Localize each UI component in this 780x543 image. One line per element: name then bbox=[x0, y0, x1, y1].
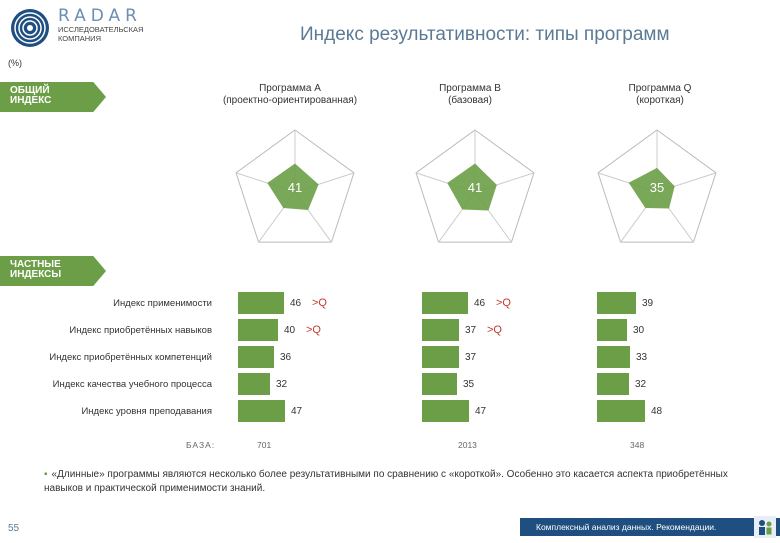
base-value-q: 348 bbox=[630, 440, 645, 450]
comparison-mark-1: >Q bbox=[306, 324, 321, 336]
section-private-indices: ЧАСТНЫЕ ИНДЕКСЫ bbox=[0, 256, 106, 286]
unit-label: (%) bbox=[8, 58, 22, 68]
page-title: Индекс результативности: типы программ bbox=[300, 24, 670, 45]
row-label-teaching-level: Индекс уровня преподавания bbox=[81, 406, 212, 417]
radar-a-outline bbox=[235, 129, 355, 243]
row-label-competencies: Индекс приобретённых компетенций bbox=[49, 352, 212, 363]
radar-b-overall: 41 bbox=[468, 180, 482, 195]
row-label-process-quality: Индекс качества учебного процесса bbox=[52, 379, 212, 390]
page-number: 55 bbox=[8, 523, 20, 534]
bar-label-s0-r0: 46 bbox=[290, 298, 302, 309]
bullet-icon: ▪ bbox=[44, 469, 48, 480]
bar-label-s1-r4: 47 bbox=[475, 406, 487, 417]
radar-chart-b: 41 bbox=[415, 129, 535, 243]
program-q-subtitle: (короткая) bbox=[636, 95, 684, 106]
radar-q-area bbox=[628, 167, 675, 209]
bar-label-s2-r3: 32 bbox=[635, 379, 647, 390]
radar-q-outline bbox=[597, 129, 717, 243]
bar-label-s0-r2: 36 bbox=[280, 352, 292, 363]
bar-s0-r3 bbox=[238, 373, 270, 395]
bar-s2-r1 bbox=[597, 319, 627, 341]
bar-label-s0-r1: 40 bbox=[284, 325, 296, 336]
program-b-header: Программа В (базовая) bbox=[400, 83, 540, 107]
program-q-name: Программа Q bbox=[628, 83, 692, 94]
radar-q-group bbox=[597, 129, 717, 243]
logo-subtitle: ИССЛЕДОВАТЕЛЬСКАЯ КОМПАНИЯ bbox=[58, 25, 144, 43]
bar-label-s1-r0: 46 bbox=[474, 298, 486, 309]
bar-s2-r2 bbox=[597, 346, 630, 368]
bar-label-s1-r3: 35 bbox=[463, 379, 475, 390]
bar-s2-r0 bbox=[597, 292, 636, 314]
radar-chart-a: 41 bbox=[235, 129, 355, 243]
radar-a-area bbox=[267, 163, 319, 211]
comparison-mark-0: >Q bbox=[312, 297, 327, 309]
radar-a-group bbox=[235, 129, 355, 243]
program-a-subtitle: (проектно-ориентированная) bbox=[222, 95, 358, 106]
base-value-a: 701 bbox=[257, 440, 272, 450]
conclusion-note: ▪ «Длинные» программы являются несколько … bbox=[44, 468, 744, 496]
bar-label-s1-r2: 37 bbox=[465, 352, 477, 363]
bar-label-s1-r1: 37 bbox=[465, 325, 477, 336]
base-value-b: 2013 bbox=[458, 440, 477, 450]
program-q-header: Программа Q (короткая) bbox=[590, 83, 730, 107]
bar-s1-r4 bbox=[422, 400, 469, 422]
comparison-mark-2: >Q bbox=[496, 297, 511, 309]
bar-label-s2-r0: 39 bbox=[642, 298, 654, 309]
comparison-mark-3: >Q bbox=[487, 324, 502, 336]
program-a-name: Программа А bbox=[259, 83, 321, 94]
program-b-name: Программа В bbox=[439, 83, 501, 94]
program-a-header: Программа А (проектно-ориентированная) bbox=[200, 83, 380, 107]
section-general-index: ОБЩИЙ ИНДЕКС bbox=[0, 82, 106, 112]
radar-b-outline bbox=[415, 129, 535, 243]
bar-s1-r1 bbox=[422, 319, 459, 341]
base-label: БАЗА: bbox=[186, 440, 216, 450]
bar-s0-r1 bbox=[238, 319, 278, 341]
radar-b-group bbox=[415, 129, 535, 243]
bar-s0-r2 bbox=[238, 346, 274, 368]
bar-s1-r0 bbox=[422, 292, 468, 314]
bar-s0-r4 bbox=[238, 400, 285, 422]
radar-a-overall: 41 bbox=[288, 180, 302, 195]
bar-s1-r2 bbox=[422, 346, 459, 368]
bar-label-s2-r1: 30 bbox=[633, 325, 645, 336]
logo-wordmark: RADAR bbox=[58, 6, 142, 26]
radar-q-overall: 35 bbox=[650, 180, 664, 195]
bar-s2-r3 bbox=[597, 373, 629, 395]
company-logo bbox=[6, 6, 186, 50]
people-icon bbox=[754, 516, 776, 538]
radar-b-area bbox=[447, 163, 497, 211]
bar-label-s2-r4: 48 bbox=[651, 406, 663, 417]
bar-label-s0-r3: 32 bbox=[276, 379, 288, 390]
bar-s2-r4 bbox=[597, 400, 645, 422]
bar-label-s0-r4: 47 bbox=[291, 406, 303, 417]
row-label-skills: Индекс приобретённых навыков bbox=[69, 325, 212, 336]
bar-s1-r3 bbox=[422, 373, 457, 395]
radar-logo-icon bbox=[11, 9, 49, 47]
bar-label-s2-r2: 33 bbox=[636, 352, 648, 363]
radar-chart-q: 35 bbox=[597, 129, 717, 243]
row-label-applicability: Индекс применимости bbox=[113, 298, 212, 309]
bar-s0-r0 bbox=[238, 292, 284, 314]
conclusion-text: «Длинные» программы являются несколько б… bbox=[44, 469, 728, 494]
program-b-subtitle: (базовая) bbox=[448, 95, 492, 106]
footer-caption: Комплексный анализ данных. Рекомендации. bbox=[520, 518, 780, 536]
